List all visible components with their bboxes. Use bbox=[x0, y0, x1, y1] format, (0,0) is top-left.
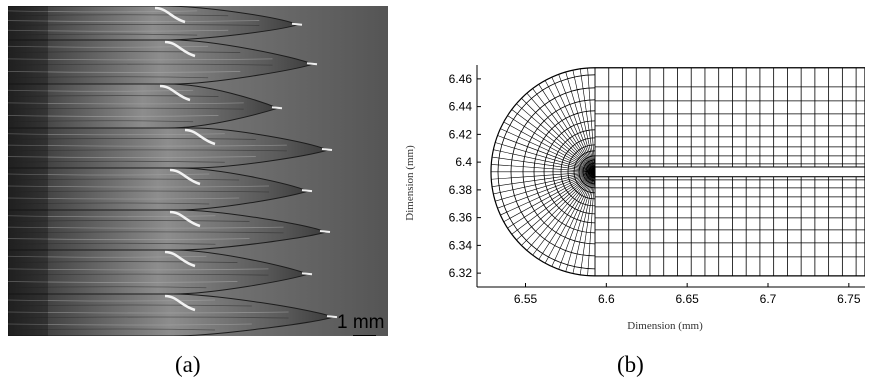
mesh-spoke bbox=[538, 84, 596, 172]
mesh-spoke bbox=[572, 70, 596, 172]
photo-panel: 1 mm bbox=[8, 6, 388, 336]
mesh-spoke bbox=[497, 171, 596, 209]
mesh-spoke bbox=[491, 164, 596, 173]
mesh-spoke bbox=[511, 109, 596, 173]
mesh-spoke bbox=[565, 71, 596, 172]
fiber-layer bbox=[8, 167, 313, 211]
mesh-spoke bbox=[493, 171, 596, 195]
mesh-spoke bbox=[551, 77, 596, 172]
axes bbox=[476, 65, 865, 288]
fiber-layer bbox=[8, 39, 318, 85]
mesh-spoke bbox=[587, 171, 596, 276]
x-tick-label: 6.7 bbox=[760, 292, 777, 306]
mesh-spoke bbox=[511, 171, 596, 235]
y-tick-label: 6.34 bbox=[449, 238, 473, 252]
domain-outline bbox=[490, 67, 865, 277]
mesh-spoke bbox=[579, 68, 596, 172]
mesh-spoke bbox=[495, 142, 596, 173]
fiber-layer bbox=[8, 6, 303, 41]
y-tick-label: 6.42 bbox=[449, 127, 473, 141]
mesh-spoke bbox=[532, 88, 596, 173]
fiber-layers-image bbox=[8, 6, 388, 336]
mesh-spoke bbox=[491, 156, 596, 173]
fiber-layer bbox=[8, 127, 333, 169]
fiber-layer bbox=[8, 209, 331, 251]
mesh-spoke bbox=[572, 171, 596, 274]
y-tick-label: 6.38 bbox=[449, 183, 473, 197]
mesh-grid bbox=[490, 67, 865, 277]
mesh-spoke bbox=[587, 68, 596, 172]
y-tick-label: 6.32 bbox=[449, 266, 473, 280]
fiber-layer bbox=[8, 293, 338, 336]
fiber-layer bbox=[8, 249, 313, 295]
y-tick-label: 6.36 bbox=[449, 211, 473, 225]
mesh-spoke bbox=[521, 171, 596, 246]
mesh-spoke bbox=[526, 171, 596, 251]
y-tick-label: 6.44 bbox=[449, 100, 473, 114]
mesh-spoke bbox=[538, 171, 596, 260]
mesh-spoke bbox=[497, 135, 596, 173]
mesh-spoke bbox=[507, 171, 596, 229]
x-tick-labels: 6.55 6.6 6.65 6.7 6.75 bbox=[514, 292, 861, 306]
mesh-spoke bbox=[544, 80, 596, 172]
y-tick-label: 6.46 bbox=[449, 72, 473, 86]
mesh-spoke bbox=[491, 171, 596, 187]
scale-bar-label: 1 mm bbox=[337, 312, 385, 333]
mesh-spoke bbox=[521, 98, 596, 173]
mesh-spoke bbox=[544, 171, 596, 264]
x-axis-label: Dimension (mm) bbox=[627, 320, 703, 332]
mesh-spoke bbox=[491, 171, 596, 180]
mesh-spoke bbox=[526, 92, 596, 173]
mesh-spoke bbox=[558, 171, 596, 270]
x-tick-label: 6.75 bbox=[837, 292, 861, 306]
mesh-spoke bbox=[503, 121, 596, 173]
mesh-spoke bbox=[579, 171, 596, 275]
mesh-spoke bbox=[507, 115, 596, 173]
mesh-spoke bbox=[500, 171, 596, 216]
mesh-spoke bbox=[495, 171, 596, 202]
mesh-spoke bbox=[516, 103, 596, 173]
caption-b: (b) bbox=[617, 352, 644, 377]
y-tick-label: 6.4 bbox=[455, 155, 472, 169]
caption-a: (a) bbox=[175, 352, 201, 377]
mesh-spoke bbox=[493, 149, 596, 173]
mesh-spoke bbox=[500, 128, 596, 173]
mesh-spoke bbox=[516, 171, 596, 241]
x-tick-label: 6.65 bbox=[675, 292, 699, 306]
mesh-spoke bbox=[503, 171, 596, 222]
y-tick-labels: 6.46 6.44 6.42 6.4 6.38 6.36 6.34 6.32 bbox=[449, 72, 473, 280]
mesh-spoke bbox=[558, 74, 596, 172]
crack-notch bbox=[594, 166, 865, 178]
fiber-layer bbox=[8, 83, 283, 129]
y-axis-label: Dimension (mm) bbox=[405, 145, 416, 221]
x-tick-label: 6.55 bbox=[514, 292, 538, 306]
x-tick-label: 6.6 bbox=[598, 292, 615, 306]
mesh-chart: 6.55 6.6 6.65 6.7 6.75 6.466.446.426.46.386.… bbox=[405, 65, 865, 332]
mesh-spoke bbox=[532, 171, 596, 256]
scale-bar: 1 mm bbox=[337, 312, 385, 336]
mesh-spoke bbox=[565, 171, 596, 272]
mesh-spoke bbox=[551, 171, 596, 267]
